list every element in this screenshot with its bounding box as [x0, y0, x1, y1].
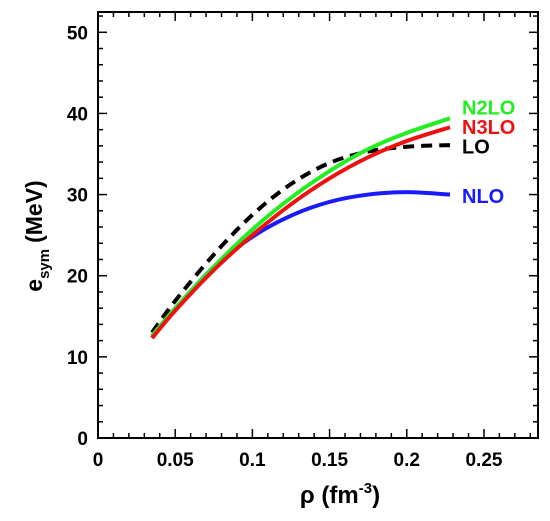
y-tick-label: 40: [67, 104, 88, 125]
y-tick-label: 30: [67, 186, 88, 207]
x-axis-label-close: ): [372, 482, 380, 509]
plot-frame: [97, 11, 539, 439]
x-axis-label-main: ρ (fm: [300, 482, 359, 509]
series-line-n2lo: [150, 116, 451, 338]
series-label-n3lo: N3LO: [462, 117, 515, 139]
x-tick-label: 0.15: [311, 450, 348, 471]
series-label-lo: LO: [462, 137, 490, 159]
x-tick-label: 0.05: [157, 450, 194, 471]
y-tick-label: 10: [67, 348, 88, 369]
y-axis-label-unit: (MeV): [21, 180, 47, 243]
x-axis-label: ρ (fm-3): [300, 480, 380, 509]
series-line-lo: [150, 143, 451, 334]
y-tick-label: 0: [77, 429, 88, 450]
y-tick-label: 50: [67, 23, 88, 44]
series-curves: [150, 116, 451, 340]
y-axis-ticks: 0 10 20 30 40 50: [67, 15, 538, 450]
x-axis-label-exponent: -3: [359, 480, 372, 497]
x-tick-label: 0.25: [465, 450, 502, 471]
y-axis-label-main: e: [21, 279, 47, 292]
series-label-n2lo: N2LO: [462, 98, 515, 120]
series-line-nlo: [150, 190, 451, 339]
series-label-nlo: NLO: [462, 186, 504, 208]
x-axis-ticks: 0 0.05 0.1 0.15 0.2 0.25: [93, 12, 532, 471]
series-line-n3lo: [150, 125, 451, 340]
y-tick-label: 20: [67, 267, 88, 288]
y-axis-label: esym (MeV): [21, 180, 53, 291]
x-tick-label: 0.1: [239, 450, 266, 471]
x-tick-label: 0.2: [394, 450, 420, 471]
x-tick-label: 0: [93, 450, 104, 471]
y-axis-label-subscript: sym: [36, 249, 53, 279]
